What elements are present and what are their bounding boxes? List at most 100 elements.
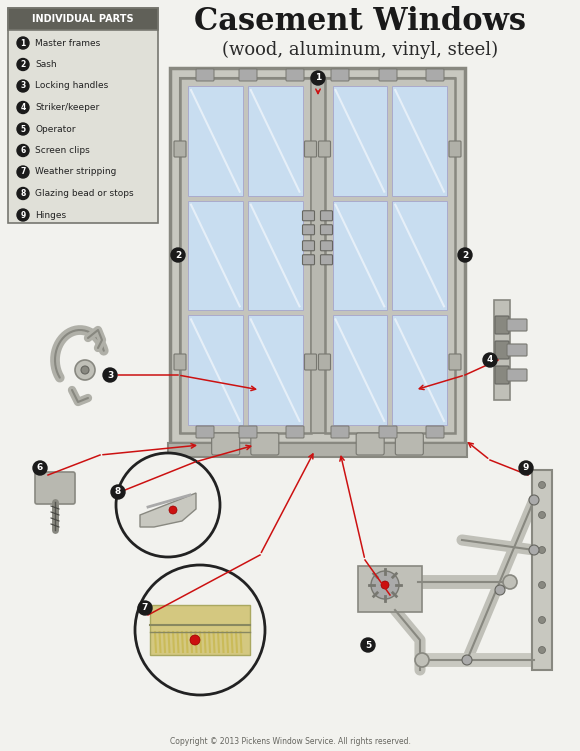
FancyBboxPatch shape (304, 141, 317, 157)
Circle shape (190, 635, 200, 645)
Text: 3: 3 (107, 370, 113, 379)
Circle shape (538, 581, 546, 589)
Circle shape (381, 581, 389, 589)
Text: Copyright © 2013 Pickens Window Service. All rights reserved.: Copyright © 2013 Pickens Window Service.… (169, 737, 411, 746)
Circle shape (415, 653, 429, 667)
Circle shape (116, 453, 220, 557)
Text: 1: 1 (315, 74, 321, 83)
Bar (324, 78, 455, 433)
FancyBboxPatch shape (358, 566, 422, 612)
Bar (170, 68, 465, 443)
Text: 1: 1 (20, 38, 26, 47)
Text: 4: 4 (487, 355, 493, 364)
FancyBboxPatch shape (321, 225, 332, 235)
Circle shape (17, 166, 29, 178)
Bar (332, 315, 387, 425)
Bar (392, 315, 447, 425)
Text: 6: 6 (20, 146, 26, 155)
Text: 2: 2 (462, 251, 468, 260)
Circle shape (17, 59, 29, 71)
Circle shape (111, 485, 125, 499)
Circle shape (371, 571, 399, 599)
FancyBboxPatch shape (426, 426, 444, 438)
FancyBboxPatch shape (251, 433, 279, 455)
Text: 5: 5 (365, 641, 371, 650)
Circle shape (529, 495, 539, 505)
Text: 8: 8 (115, 487, 121, 496)
FancyBboxPatch shape (356, 433, 384, 455)
Text: INDIVIDUAL PARTS: INDIVIDUAL PARTS (32, 14, 134, 24)
Text: Master frames: Master frames (35, 38, 100, 47)
Circle shape (138, 601, 152, 615)
FancyBboxPatch shape (495, 341, 509, 359)
Bar (392, 86, 447, 196)
FancyBboxPatch shape (449, 354, 461, 370)
Circle shape (503, 575, 517, 589)
Bar (310, 78, 324, 433)
Text: 5: 5 (20, 125, 26, 134)
Text: 8: 8 (20, 189, 26, 198)
Text: Casement Windows: Casement Windows (194, 7, 526, 38)
Circle shape (17, 144, 29, 156)
Circle shape (103, 368, 117, 382)
Text: Striker/keeper: Striker/keeper (35, 103, 99, 112)
FancyBboxPatch shape (495, 316, 509, 334)
Circle shape (529, 545, 539, 555)
FancyBboxPatch shape (507, 319, 527, 331)
Bar (180, 78, 310, 433)
Circle shape (519, 461, 533, 475)
Text: Operator: Operator (35, 125, 75, 134)
FancyBboxPatch shape (507, 369, 527, 381)
FancyBboxPatch shape (331, 69, 349, 81)
Circle shape (458, 248, 472, 262)
FancyBboxPatch shape (212, 433, 240, 455)
FancyBboxPatch shape (426, 69, 444, 81)
Bar (494, 300, 510, 400)
FancyBboxPatch shape (196, 426, 214, 438)
Circle shape (17, 123, 29, 135)
Circle shape (361, 638, 375, 652)
Circle shape (169, 506, 177, 514)
FancyBboxPatch shape (239, 426, 257, 438)
Text: Glazing bead or stops: Glazing bead or stops (35, 189, 133, 198)
Text: 2: 2 (175, 251, 181, 260)
Circle shape (75, 360, 95, 380)
Bar (248, 201, 303, 310)
FancyBboxPatch shape (303, 211, 314, 221)
Text: Locking handles: Locking handles (35, 82, 108, 91)
Circle shape (483, 353, 497, 367)
Text: Hinges: Hinges (35, 210, 66, 219)
FancyBboxPatch shape (318, 141, 331, 157)
Circle shape (538, 511, 546, 518)
Text: 2: 2 (20, 60, 26, 69)
FancyBboxPatch shape (150, 605, 250, 655)
Text: 6: 6 (37, 463, 43, 472)
FancyBboxPatch shape (286, 69, 304, 81)
FancyBboxPatch shape (379, 426, 397, 438)
Text: (wood, aluminum, vinyl, steel): (wood, aluminum, vinyl, steel) (222, 41, 498, 59)
Bar (332, 86, 387, 196)
Circle shape (17, 188, 29, 200)
Circle shape (17, 101, 29, 113)
Text: Sash: Sash (35, 60, 57, 69)
FancyBboxPatch shape (303, 255, 314, 265)
Bar (8, 8, 158, 223)
Text: 3: 3 (20, 82, 26, 91)
Circle shape (538, 481, 546, 488)
Circle shape (495, 585, 505, 595)
Bar (188, 201, 243, 310)
Circle shape (17, 209, 29, 221)
Polygon shape (140, 493, 196, 527)
FancyBboxPatch shape (286, 426, 304, 438)
FancyBboxPatch shape (331, 426, 349, 438)
Text: Weather stripping: Weather stripping (35, 167, 117, 176)
FancyBboxPatch shape (196, 69, 214, 81)
FancyBboxPatch shape (303, 225, 314, 235)
FancyBboxPatch shape (303, 241, 314, 251)
Text: 7: 7 (20, 167, 26, 176)
FancyBboxPatch shape (35, 472, 75, 504)
Bar (180, 78, 455, 433)
FancyBboxPatch shape (495, 366, 509, 384)
Circle shape (538, 547, 546, 553)
Bar (188, 86, 243, 196)
